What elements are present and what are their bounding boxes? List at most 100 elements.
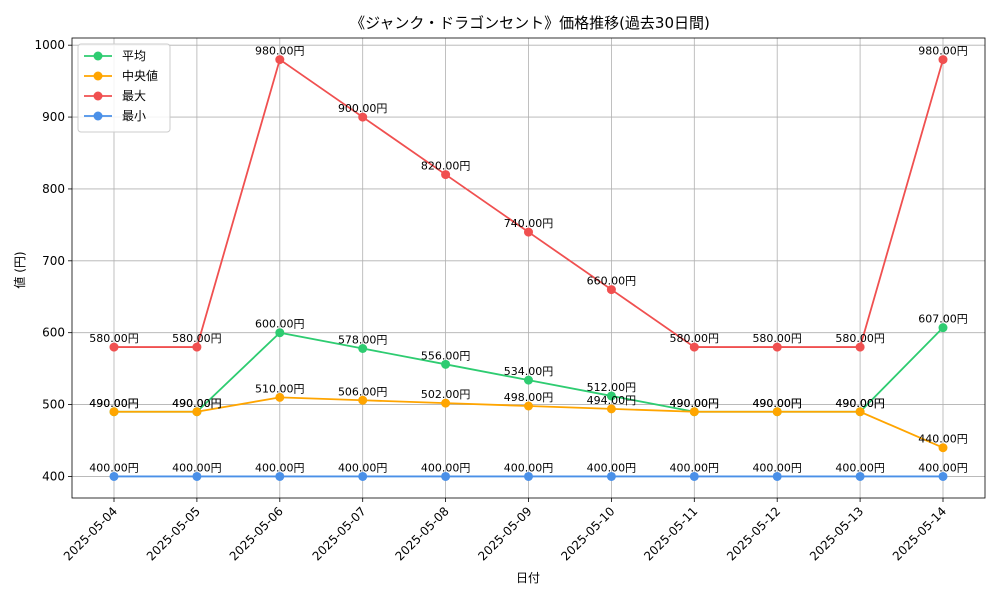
grid xyxy=(72,38,985,498)
legend-label: 中央値 xyxy=(122,68,158,83)
data-label: 400.00円 xyxy=(172,461,222,474)
data-point xyxy=(275,392,285,402)
data-label: 980.00円 xyxy=(918,45,968,58)
data-label: 740.00円 xyxy=(504,217,554,230)
data-label: 580.00円 xyxy=(172,332,222,345)
data-point xyxy=(358,471,368,481)
x-tick-label: 2025-05-14 xyxy=(890,504,949,563)
data-point xyxy=(689,342,699,352)
x-tick-label: 2025-05-07 xyxy=(310,504,369,563)
x-tick-label: 2025-05-08 xyxy=(393,504,452,563)
data-label: 440.00円 xyxy=(918,433,968,446)
legend-box xyxy=(77,43,171,133)
x-tick-label: 2025-05-09 xyxy=(475,504,534,563)
data-label: 400.00円 xyxy=(918,461,968,474)
data-point xyxy=(109,471,119,481)
data-point xyxy=(192,407,202,417)
data-label: 490.00円 xyxy=(835,397,885,410)
data-point xyxy=(689,471,699,481)
data-point xyxy=(772,407,782,417)
y-tick-label: 900 xyxy=(42,110,65,124)
data-label: 490.00円 xyxy=(752,397,802,410)
data-point xyxy=(855,471,865,481)
data-point xyxy=(441,170,451,180)
data-label: 556.00円 xyxy=(421,349,471,362)
legend-label: 平均 xyxy=(122,49,146,63)
x-tick-label: 2025-05-06 xyxy=(227,504,286,563)
x-tick-label: 2025-05-13 xyxy=(807,504,866,563)
data-label: 490.00円 xyxy=(89,397,139,410)
y-tick-label: 1000 xyxy=(34,38,65,52)
data-label: 498.00円 xyxy=(504,391,554,404)
data-label: 820.00円 xyxy=(421,160,471,173)
x-tick-label: 2025-05-05 xyxy=(144,504,203,563)
data-label: 494.00円 xyxy=(587,394,637,407)
data-point xyxy=(938,55,948,65)
data-point xyxy=(358,112,368,122)
data-point xyxy=(275,55,285,65)
data-point xyxy=(441,359,451,369)
y-axis-title: 値 (円) xyxy=(12,251,27,288)
data-label: 400.00円 xyxy=(504,461,554,474)
data-point xyxy=(855,342,865,352)
data-point xyxy=(606,285,616,295)
data-point xyxy=(441,471,451,481)
data-label: 490.00円 xyxy=(752,397,802,410)
data-point xyxy=(606,471,616,481)
data-point xyxy=(275,328,285,338)
data-point xyxy=(192,471,202,481)
data-label: 580.00円 xyxy=(670,332,720,345)
data-point xyxy=(938,443,948,453)
plot-frame xyxy=(71,37,986,499)
data-label: 400.00円 xyxy=(255,461,305,474)
data-label: 490.00円 xyxy=(670,397,720,410)
data-label: 490.00円 xyxy=(835,397,885,410)
data-point xyxy=(275,471,285,481)
data-point xyxy=(689,407,699,417)
data-point xyxy=(524,471,533,481)
y-tick-label: 800 xyxy=(42,182,65,196)
data-label: 506.00円 xyxy=(338,385,388,398)
data-point xyxy=(524,401,533,411)
data-point xyxy=(606,391,616,401)
data-label: 502.00円 xyxy=(421,388,471,401)
data-point xyxy=(772,342,782,352)
data-label: 578.00円 xyxy=(338,334,388,347)
y-tick-label: 600 xyxy=(42,326,65,340)
data-label: 607.00円 xyxy=(918,313,968,326)
y-tick-label: 500 xyxy=(42,398,65,412)
data-point xyxy=(938,323,948,333)
data-label: 534.00円 xyxy=(504,365,554,378)
y-tick-label: 700 xyxy=(42,254,65,268)
y-tick-label: 400 xyxy=(42,469,65,483)
data-label: 510.00円 xyxy=(255,382,305,395)
data-label: 600.00円 xyxy=(255,318,305,331)
data-point xyxy=(358,344,368,353)
legend-marker xyxy=(93,51,103,61)
x-tick-label: 2025-05-04 xyxy=(61,504,120,563)
data-point xyxy=(524,227,533,237)
data-label: 980.00円 xyxy=(255,45,305,58)
data-label: 490.00円 xyxy=(172,397,222,410)
data-label: 400.00円 xyxy=(338,461,388,474)
x-tick-label: 2025-05-11 xyxy=(641,504,700,563)
legend-marker xyxy=(93,111,103,121)
data-label: 900.00円 xyxy=(338,102,388,115)
data-label: 512.00円 xyxy=(587,381,637,394)
data-label: 490.00円 xyxy=(172,397,222,410)
data-label: 490.00円 xyxy=(670,397,720,410)
data-label: 400.00円 xyxy=(835,461,885,474)
legend-label: 最大 xyxy=(122,89,146,103)
data-point xyxy=(441,398,451,408)
data-point xyxy=(772,471,782,481)
data-label: 580.00円 xyxy=(752,332,802,345)
data-label: 400.00円 xyxy=(89,461,139,474)
data-point xyxy=(938,471,948,481)
data-point xyxy=(855,407,865,417)
data-label: 580.00円 xyxy=(835,332,885,345)
data-label: 580.00円 xyxy=(89,332,139,345)
legend-marker xyxy=(93,71,103,81)
data-point xyxy=(524,375,533,385)
